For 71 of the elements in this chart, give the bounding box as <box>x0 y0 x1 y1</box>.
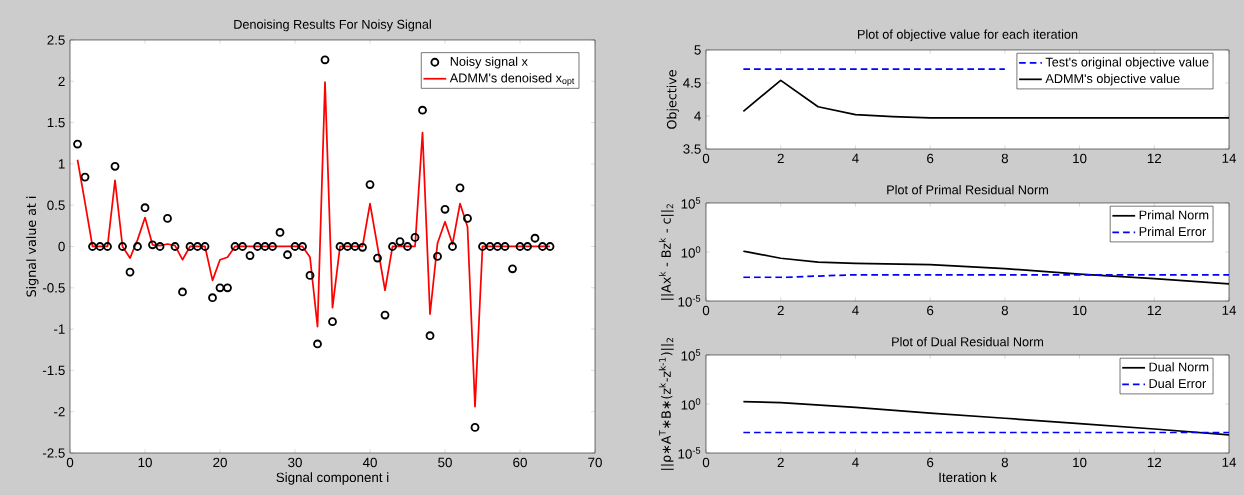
x-tick-label: 0 <box>702 305 710 316</box>
x-axis-title: Iteration k <box>939 472 997 483</box>
y-tick-label: 10$^{5}$ <box>681 197 701 209</box>
chart-title: Denoising Results For Noisy Signal <box>234 19 431 32</box>
x-tick-label: 6 <box>927 153 934 164</box>
x-tick-label: 8 <box>1001 305 1008 316</box>
x-axis-title: Signal component i <box>276 472 389 485</box>
y-tick-label: 10$^{-5}$ <box>678 295 701 307</box>
x-tick-label: 2 <box>777 457 784 468</box>
y-tick-label: 4 <box>694 111 701 121</box>
x-tick-label: 10 <box>1073 305 1087 316</box>
y-tick-label: -2.5 <box>42 448 65 458</box>
y-tick-label: -0.5 <box>42 283 65 293</box>
x-tick-label: 50 <box>438 457 452 468</box>
x-tick-label: 8 <box>1001 153 1008 164</box>
x-tick-label: 60 <box>513 457 527 468</box>
x-tick-label: 14 <box>1222 305 1237 315</box>
x-tick-label: 10 <box>1073 457 1087 468</box>
y-tick-label: 2.5 <box>47 35 65 45</box>
y-tick-label: 3.5 <box>683 144 701 154</box>
x-tick-label: 12 <box>1147 153 1162 164</box>
x-tick-label: 6 <box>927 457 934 468</box>
x-tick-label: 4 <box>852 153 859 163</box>
legend-label: Noisy signal x <box>450 56 528 69</box>
y-tick-label: 1 <box>58 159 65 169</box>
y-tick-label: 0.5 <box>47 200 65 210</box>
y-axis-title: Objective <box>666 70 679 129</box>
x-tick-label: 10 <box>138 457 152 468</box>
chart-title: Plot of Dual Residual Norm <box>892 336 1044 347</box>
x-tick-label: 14 <box>1222 457 1237 467</box>
y-axis-title: Signal value at i <box>26 196 39 297</box>
y-axis-title: ||ρ∗A$^{T}$∗B∗(z$^{k}$-z$^{k-1}$)||$_{2}$ <box>658 338 674 470</box>
legend-label: Primal Norm <box>1139 210 1209 220</box>
x-tick-label: 8 <box>1001 457 1008 468</box>
x-tick-label: 14 <box>1222 153 1237 163</box>
x-tick-label: 6 <box>927 305 934 316</box>
y-tick-label: 5 <box>694 45 701 55</box>
x-tick-label: 30 <box>288 457 302 468</box>
y-tick-label: 10$^{-5}$ <box>678 447 701 459</box>
y-tick-label: 1.5 <box>47 117 65 128</box>
x-tick-label: 40 <box>362 457 377 468</box>
x-tick-label: 12 <box>1147 305 1162 316</box>
y-tick-label: -1 <box>54 324 65 334</box>
x-tick-label: 2 <box>777 305 784 316</box>
x-tick-label: 0 <box>702 457 710 468</box>
y-tick-label: -2 <box>54 407 65 417</box>
x-tick-label: 4 <box>852 305 859 315</box>
legend-label: Dual Norm <box>1149 362 1209 372</box>
legend-label: ADMM's denoised x$_{opt}$ <box>449 73 575 86</box>
y-axis-title: ||Ax$^{k}$ - Bz$^{k}$ - c||$_{2}$ <box>658 204 674 300</box>
x-tick-label: 12 <box>1147 457 1162 468</box>
x-tick-label: 2 <box>777 153 784 164</box>
y-tick-label: 2 <box>58 76 65 86</box>
x-tick-label: 70 <box>588 457 602 468</box>
legend-label: ADMM's objective value <box>1045 73 1180 86</box>
x-tick-label: 0 <box>66 457 74 468</box>
chart-title: Plot of objective value for each iteration <box>858 29 1078 42</box>
y-tick-label: 10$^{0}$ <box>681 246 701 258</box>
y-tick-label: -1.5 <box>42 365 65 376</box>
x-tick-label: 20 <box>213 457 227 468</box>
legend-label: Dual Error <box>1149 378 1207 389</box>
y-tick-label: 4.5 <box>683 78 701 88</box>
y-tick-label: 10$^{0}$ <box>681 398 701 410</box>
chart-title: Plot of Primal Residual Norm <box>887 184 1048 195</box>
x-tick-label: 4 <box>852 457 859 467</box>
legend-label: Primal Error <box>1139 226 1207 237</box>
y-tick-label: 10$^{5}$ <box>681 349 701 361</box>
legend-label: Test's original objective value <box>1045 57 1209 70</box>
x-tick-label: 10 <box>1073 153 1087 164</box>
x-tick-label: 0 <box>702 153 710 164</box>
y-tick-label: 0 <box>58 241 65 252</box>
